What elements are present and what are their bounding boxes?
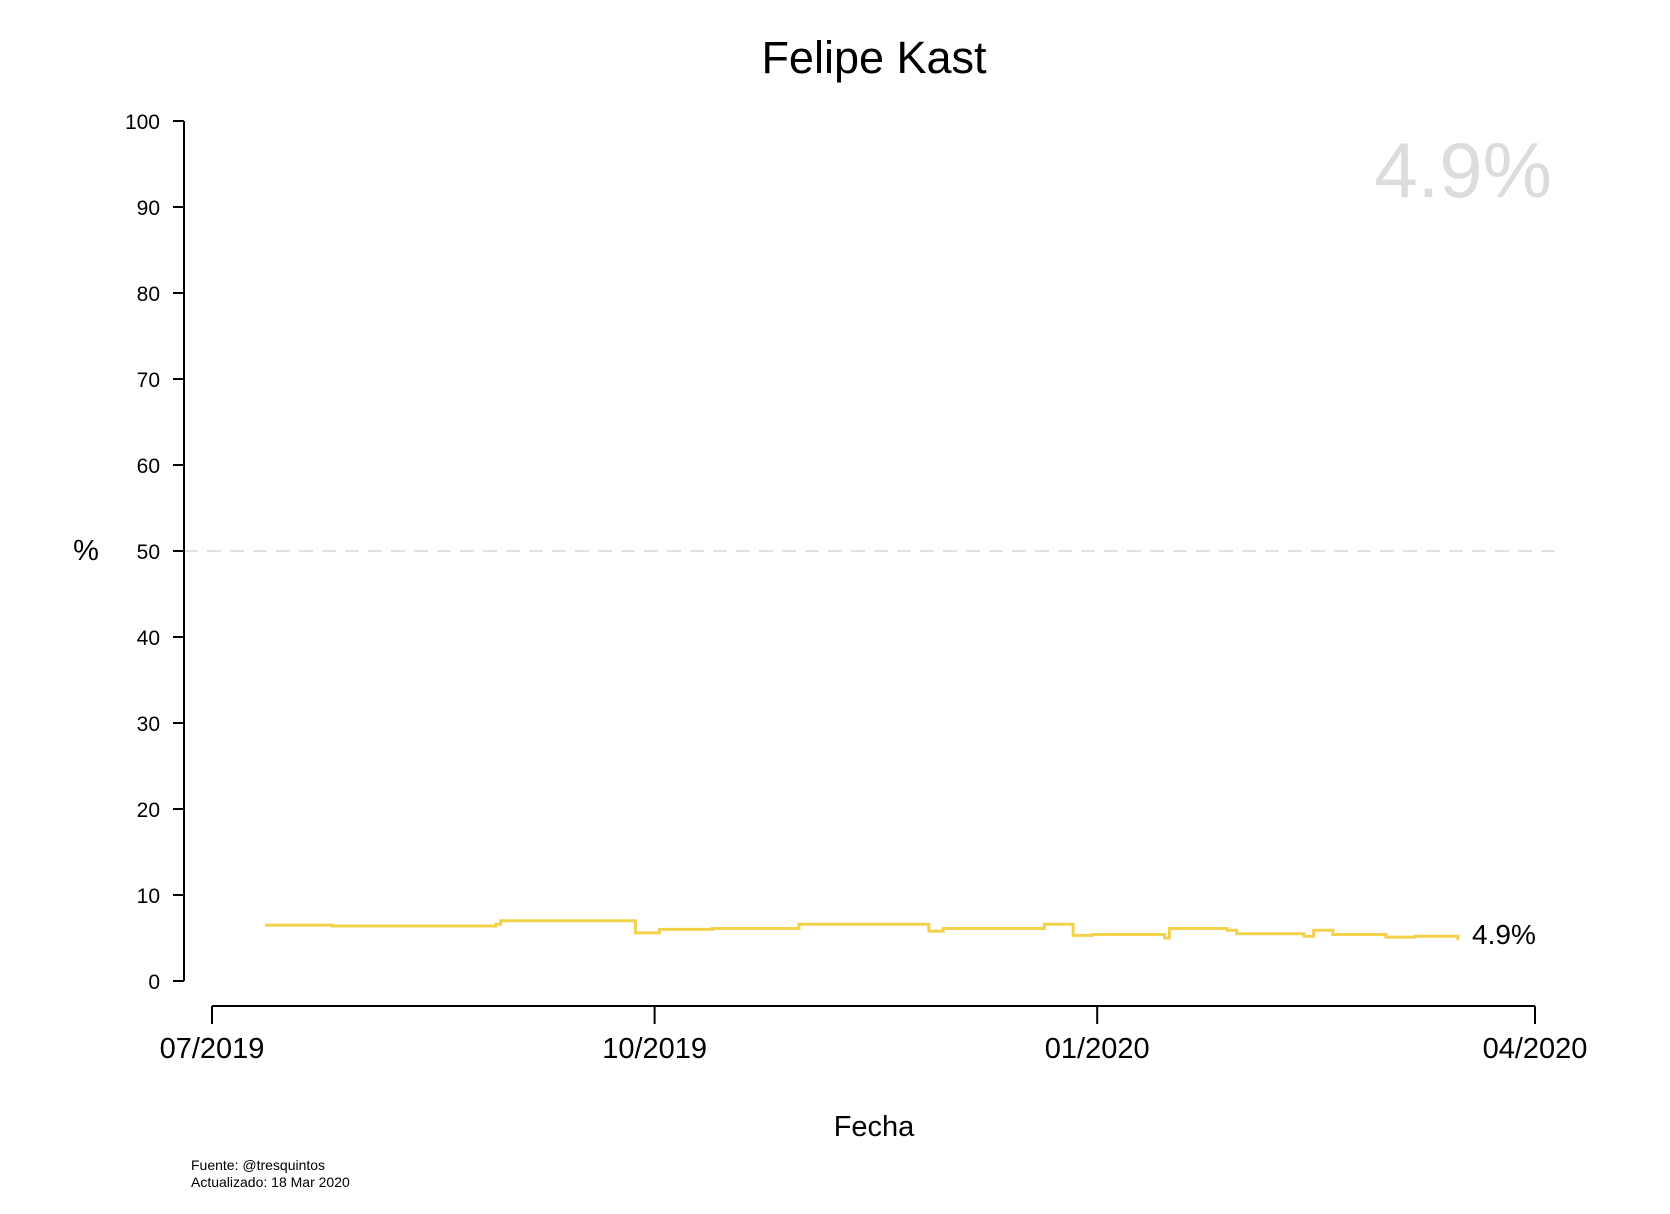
y-tick-label: 40 <box>137 627 160 650</box>
y-tick-label: 10 <box>137 885 160 908</box>
y-tick-label: 30 <box>137 713 160 736</box>
y-tick-label: 70 <box>137 369 160 392</box>
y-tick-label: 100 <box>125 111 160 134</box>
series-line <box>264 919 1460 941</box>
footer-updated: Actualizado: 18 Mar 2020 <box>191 1174 350 1190</box>
footer-source: Fuente: @tresquintos <box>191 1157 325 1173</box>
x-tick-label: 01/2020 <box>1045 1033 1150 1065</box>
x-tick-label: 04/2020 <box>1483 1033 1588 1065</box>
y-tick-label: 0 <box>148 971 160 994</box>
highlight-value: 4.9% <box>1374 126 1552 214</box>
y-axis: 0 10 20 30 40 50 60 70 80 90 100 <box>125 111 185 994</box>
x-axis: 07/2019 10/2019 01/2020 04/2020 <box>160 1005 1588 1065</box>
chart-title: Felipe Kast <box>761 32 987 83</box>
end-value-label: 4.9% <box>1472 919 1536 950</box>
y-tick-label: 50 <box>137 541 160 564</box>
y-tick-label: 80 <box>137 283 160 306</box>
x-tick-label: 10/2019 <box>602 1033 707 1065</box>
x-tick-label: 07/2019 <box>160 1033 265 1065</box>
y-tick-label: 20 <box>137 799 160 822</box>
y-tick-label: 90 <box>137 197 160 220</box>
y-axis-label: % <box>73 535 99 567</box>
y-tick-label: 60 <box>137 455 160 478</box>
x-axis-label: Fecha <box>834 1111 915 1143</box>
